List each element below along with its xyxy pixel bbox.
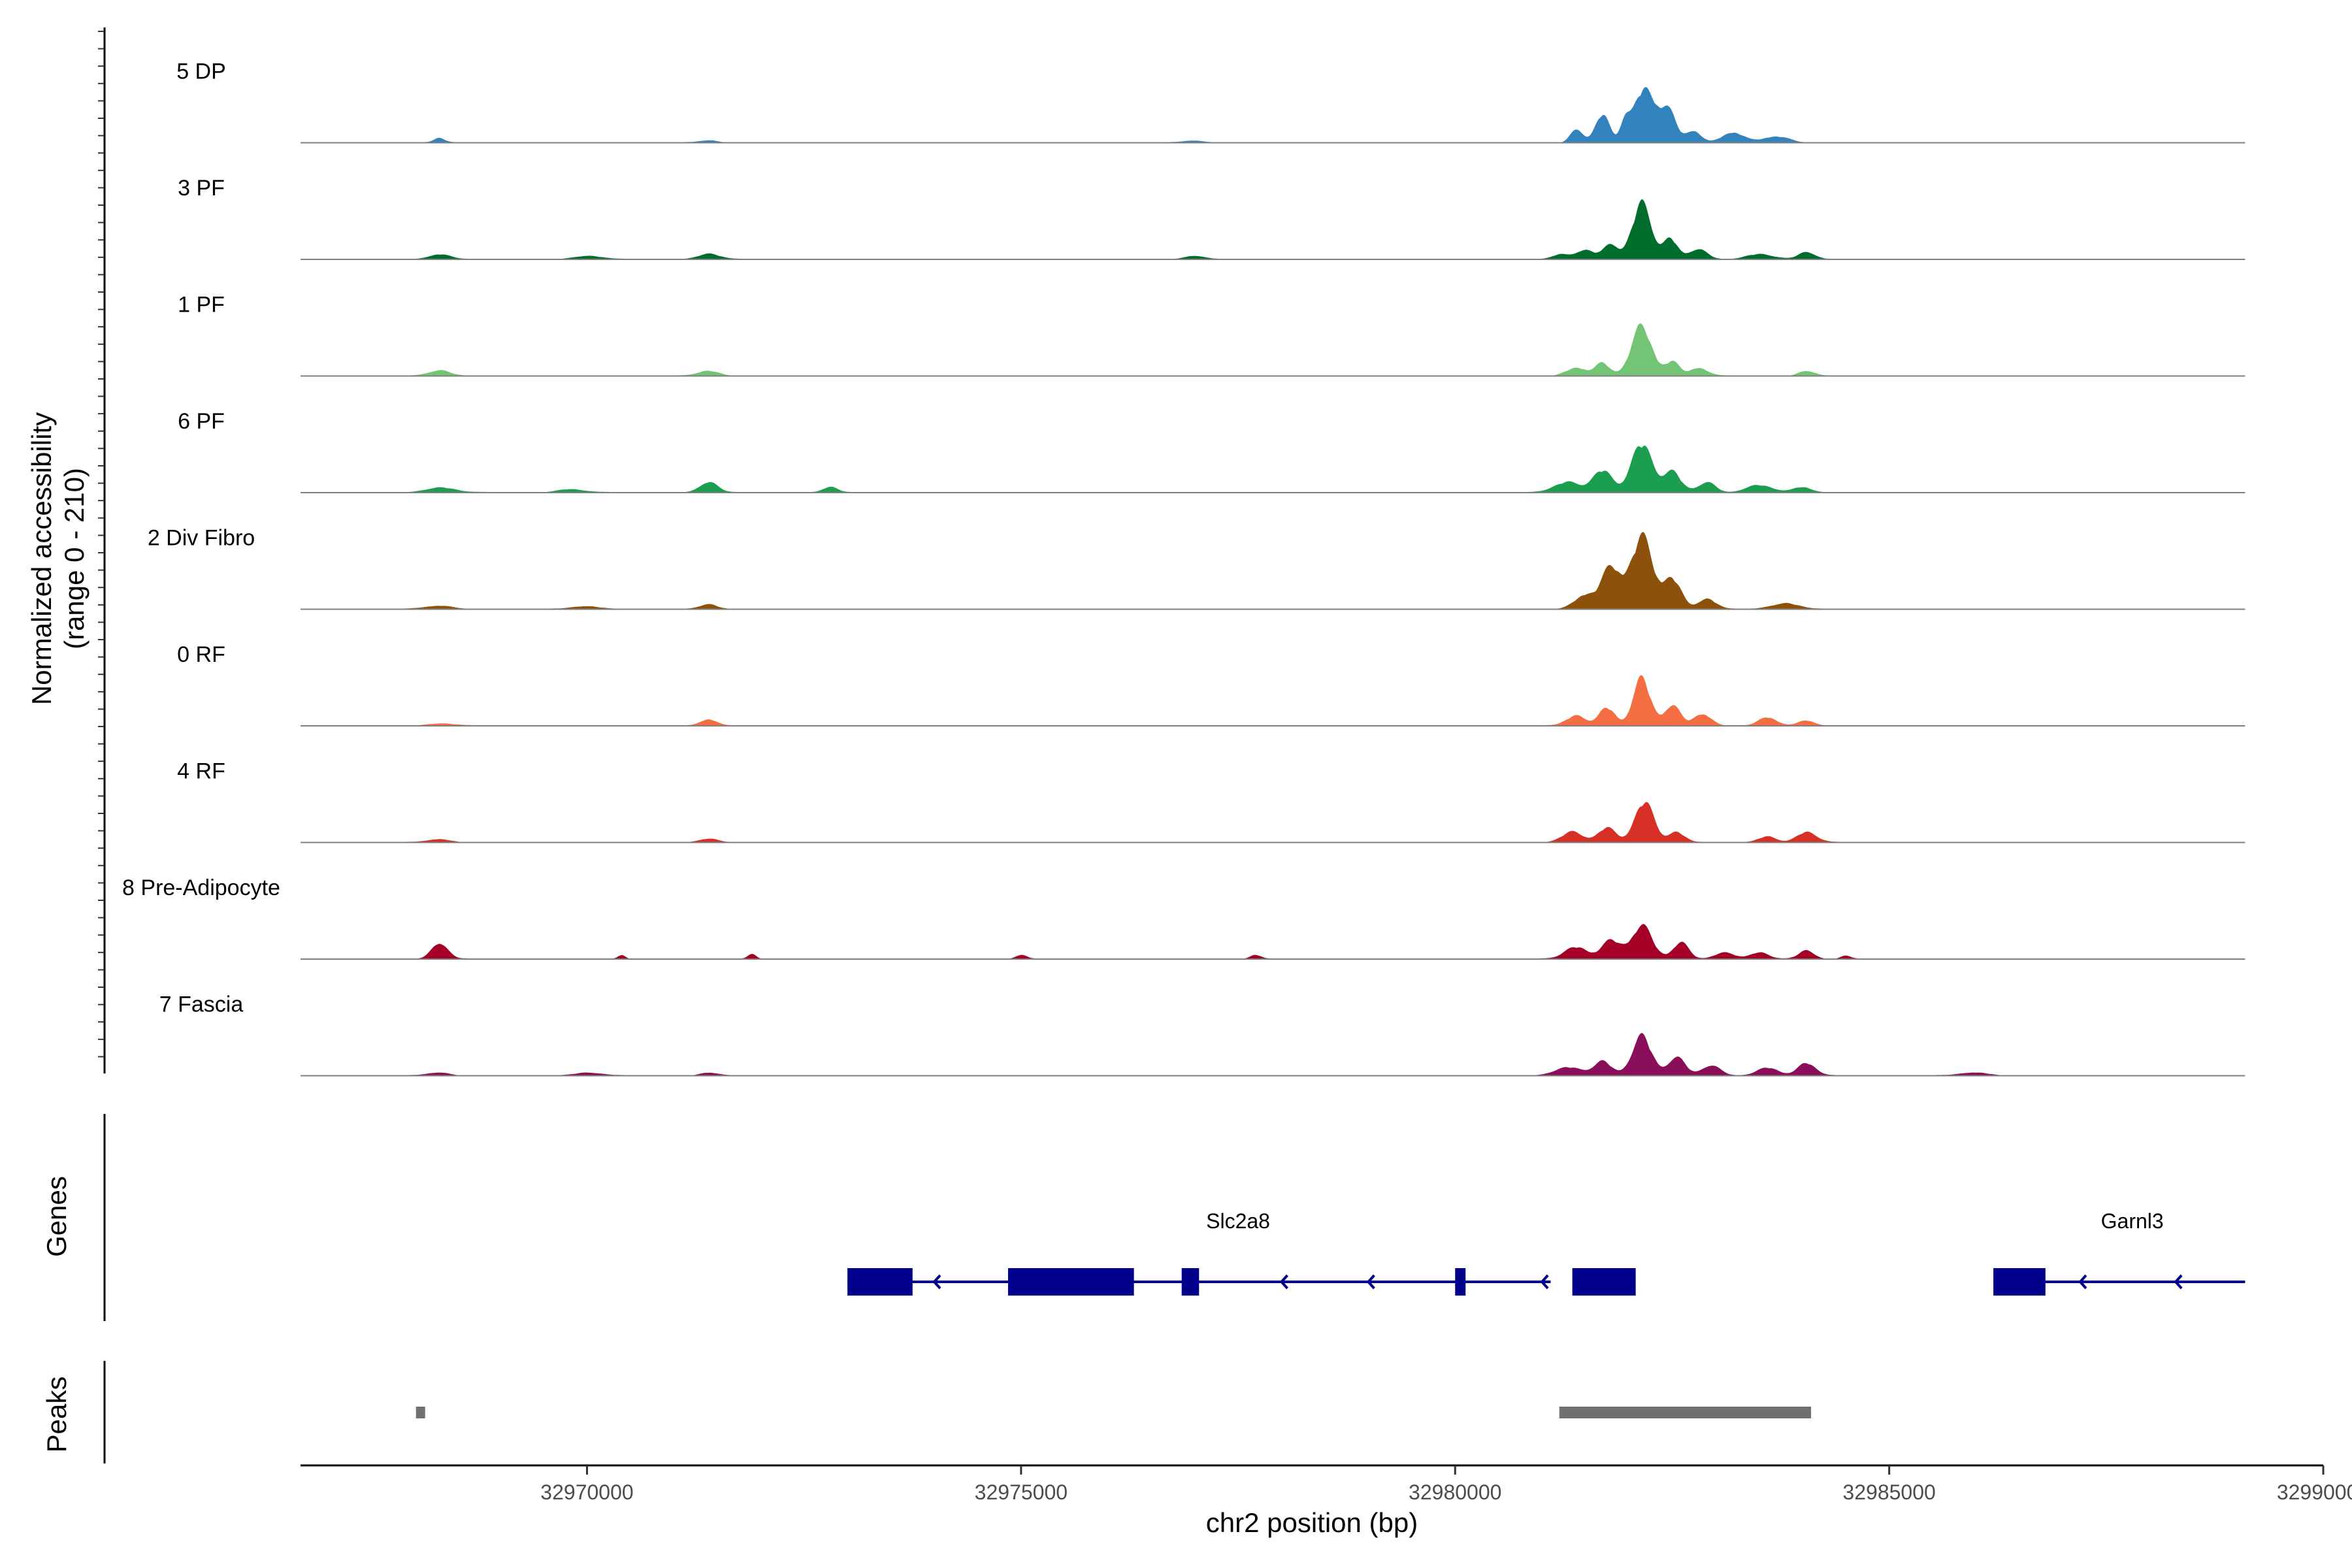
track-label-5: 0 RF: [177, 642, 225, 667]
gene-strand-arrow: [1366, 1274, 1375, 1290]
gene-exon: [1455, 1268, 1466, 1296]
gene-strand-arrow: [2174, 1274, 2183, 1290]
coverage-area-6: [301, 802, 2246, 843]
gene-exon: [1993, 1268, 2046, 1296]
y-axis-title-line1: Normalized accessibility: [26, 412, 57, 705]
genes-axis-title: Genes: [41, 1176, 72, 1257]
peaks-axis-title: Peaks: [41, 1377, 72, 1453]
gene-label-1: Garnl3: [2101, 1209, 2164, 1233]
x-tick-label: 32970000: [540, 1480, 633, 1504]
coverage-area-4: [301, 532, 2246, 610]
coverage-area-3: [301, 446, 2246, 493]
gene-exon: [1181, 1268, 1200, 1296]
coverage-area-2: [301, 323, 2246, 376]
y-axis-title-line2: (range 0 - 210): [59, 468, 90, 649]
track-label-2: 1 PF: [178, 293, 225, 318]
x-axis-title: chr2 position (bp): [1206, 1507, 1418, 1538]
x-tick-label: 32990000: [2277, 1480, 2352, 1504]
peak-track: [103, 1361, 1812, 1463]
coverage-area-8: [301, 1033, 2246, 1076]
gene-exon: [1572, 1268, 1636, 1296]
gene-strand-arrow: [932, 1274, 941, 1290]
gene-strand-arrow: [1279, 1274, 1288, 1290]
track-label-6: 4 RF: [177, 759, 225, 784]
coverage-area-7: [301, 924, 2246, 959]
x-tick-label: 32980000: [1409, 1480, 1501, 1504]
coverage-tracks: 5 DP 3 PF 1 PF 6 PF 2 Div Fibro 0 RF 4 RF 8 Pre…: [98, 27, 2246, 1077]
peak-region: [416, 1407, 425, 1418]
x-axis: 32970000 32975000 32980000 32985000 32990000: [540, 1465, 2352, 1504]
track-label-7: 8 Pre-Adipocyte: [122, 875, 280, 900]
track-label-8: 7 Fascia: [159, 992, 244, 1017]
gene-exon: [847, 1268, 913, 1296]
x-tick-label: 32975000: [975, 1480, 1068, 1504]
track-label-0: 5 DP: [176, 59, 226, 84]
gene-label-0: Slc2a8: [1206, 1209, 1270, 1233]
gene-track: Slc2a8 Garnl3: [103, 1114, 2246, 1321]
x-tick-label: 32985000: [1842, 1480, 1935, 1504]
track-label-4: 2 Div Fibro: [148, 526, 255, 551]
gene-strand-arrow: [1540, 1274, 1549, 1290]
peak-region: [1559, 1407, 1812, 1418]
track-label-1: 3 PF: [178, 176, 225, 201]
gene-exon: [1007, 1268, 1134, 1296]
coverage-area-0: [301, 87, 2246, 143]
track-label-3: 6 PF: [178, 409, 225, 434]
gene-strand-arrow: [2078, 1274, 2087, 1290]
coverage-area-5: [301, 675, 2246, 726]
coverage-area-1: [301, 199, 2246, 259]
